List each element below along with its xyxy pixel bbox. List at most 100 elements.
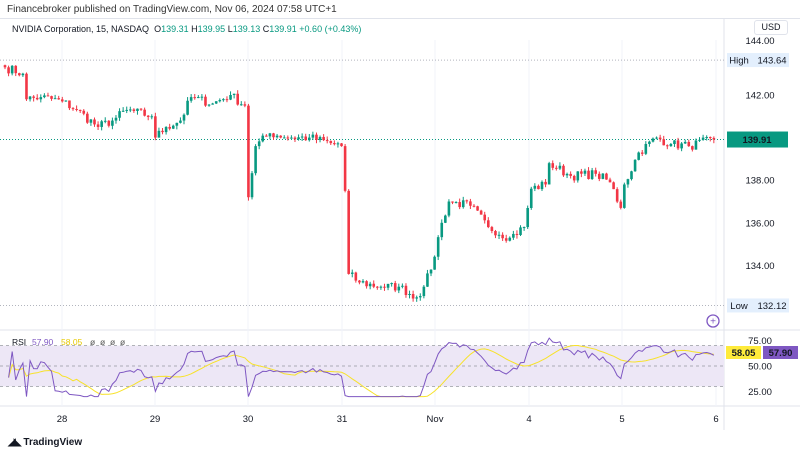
candle-body	[590, 170, 594, 180]
candle-body	[712, 137, 716, 140]
time-label: 28	[57, 414, 68, 425]
plus-glyph: +	[710, 317, 716, 328]
rsi-sma-line	[8, 345, 714, 398]
high-label: High	[729, 56, 749, 67]
candle-body	[537, 185, 540, 190]
candle-body	[43, 95, 46, 98]
tradingview-brand[interactable]: ◢◣ TradingView	[8, 437, 82, 448]
candle-body	[286, 137, 290, 139]
candle-body	[626, 179, 630, 185]
candle-body	[680, 143, 683, 149]
candle-body	[458, 202, 461, 208]
candle-body	[35, 97, 39, 100]
rsi-sma-value: 58.05	[61, 337, 83, 347]
high-value: 139.95	[197, 24, 226, 34]
candle-body	[161, 130, 164, 133]
price-tick: 134.00	[745, 261, 774, 272]
candle-body	[239, 104, 243, 106]
candle-body	[304, 136, 308, 141]
candle-body	[125, 109, 129, 111]
price-tick: 136.00	[745, 218, 774, 229]
candle-body	[329, 141, 333, 144]
price-tick: 142.00	[745, 91, 774, 102]
publisher-line: Financebroker published on TradingView.c…	[7, 4, 337, 15]
time-axis: 28 29 30 31 Nov 4 5 6	[57, 414, 719, 425]
candle-body	[637, 152, 640, 160]
candle-body	[197, 97, 200, 99]
candle-body	[555, 167, 558, 169]
candle-body	[372, 283, 376, 287]
close-label: C	[262, 24, 270, 34]
candle-body	[168, 126, 171, 129]
price-tick: 138.00	[745, 176, 774, 187]
candle-body	[293, 137, 297, 140]
candle-body	[418, 296, 422, 298]
candle-body	[315, 134, 318, 140]
candle-body	[451, 201, 454, 203]
candle-body	[146, 115, 150, 117]
candle-body	[594, 170, 597, 174]
candle-body	[18, 73, 21, 76]
time-label: Nov	[427, 414, 444, 425]
candle-body	[390, 283, 393, 285]
add-plus-icon[interactable]	[706, 314, 720, 328]
candle-body	[75, 108, 78, 110]
rsi-sma-badge	[726, 346, 761, 359]
candle-body	[86, 113, 89, 123]
candle-body	[347, 190, 350, 274]
candle-body	[698, 139, 701, 141]
candle-body	[136, 108, 139, 111]
candle-body	[558, 165, 562, 169]
candle-body	[662, 139, 666, 146]
price-axis: 144.00 142.00 138.00 136.00 134.00 High 143.64…	[727, 36, 789, 313]
candle-body	[612, 182, 615, 190]
candle-body	[551, 163, 555, 168]
candle-body	[333, 143, 336, 145]
candle-body	[225, 99, 229, 101]
time-label: 30	[243, 414, 254, 425]
candle-body	[640, 152, 644, 154]
candle-body	[111, 120, 114, 126]
candle-body	[222, 99, 225, 101]
low-label: Low	[730, 301, 748, 312]
candle-body	[490, 227, 494, 231]
candle-body	[229, 95, 232, 100]
candle-body	[103, 120, 107, 122]
candle-body	[150, 116, 154, 118]
candle-body	[705, 137, 708, 139]
candle-body	[68, 100, 71, 109]
candle-body	[494, 230, 497, 236]
candle-body	[526, 207, 529, 228]
candle-body	[272, 133, 275, 138]
candle-body	[376, 286, 379, 288]
candle-body	[7, 67, 10, 74]
candle-body	[444, 215, 447, 223]
candle-body	[21, 73, 25, 76]
candle-body	[318, 136, 322, 140]
candle-body	[175, 122, 179, 126]
candle-body	[129, 109, 132, 111]
candle-body	[107, 120, 111, 126]
candle-body	[608, 179, 612, 183]
candle-body	[587, 170, 590, 180]
currency-button[interactable]: USD	[754, 20, 788, 35]
candle-body	[615, 189, 619, 202]
candle-body	[64, 100, 68, 102]
candle-body	[576, 171, 580, 181]
rsi-legend: RSI 57.90 58.05 ø ø ø ø	[12, 337, 125, 347]
candle-body	[669, 143, 673, 147]
candle-body	[297, 137, 300, 140]
candle-body	[118, 111, 121, 118]
candle-body	[572, 175, 576, 181]
candle-body	[114, 117, 118, 121]
rsi-sma-badge-value: 58.05	[732, 348, 756, 359]
candle-body	[3, 65, 7, 68]
candle-body	[171, 125, 175, 129]
time-label: 31	[337, 414, 348, 425]
rsi-tick: 50.00	[748, 362, 772, 373]
candle-body	[597, 173, 601, 179]
candle-body	[311, 134, 315, 138]
candle-body	[379, 286, 383, 288]
price-tick: 144.00	[745, 36, 774, 47]
